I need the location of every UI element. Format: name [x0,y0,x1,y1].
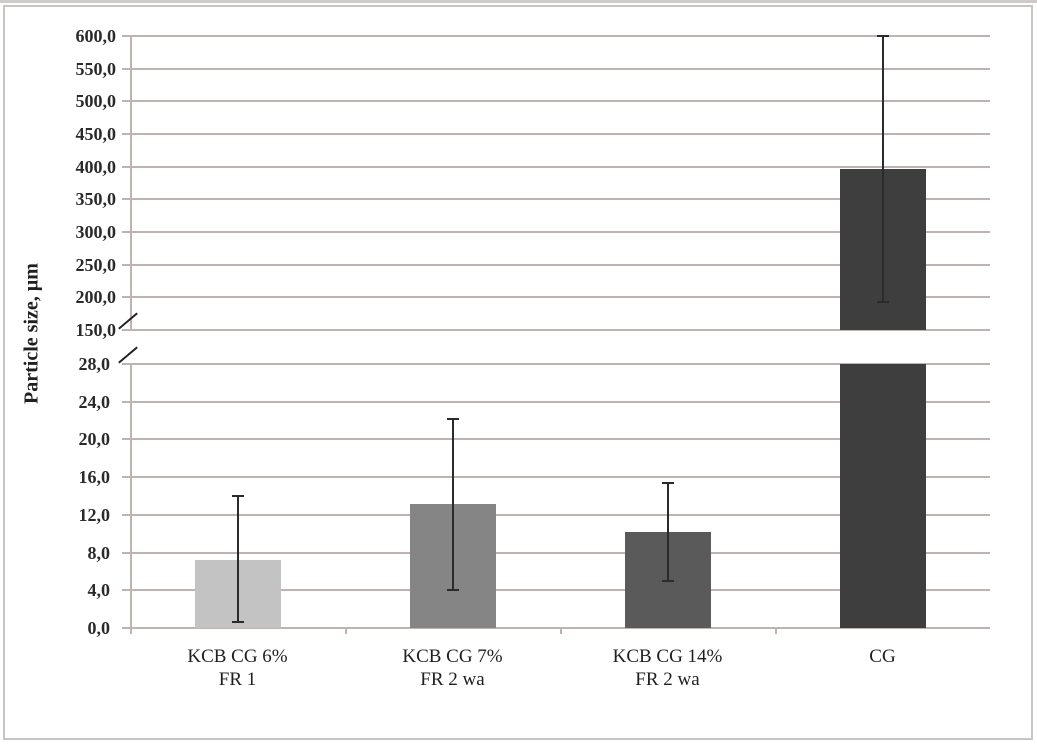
y-tick-label: 500,0 [75,91,117,112]
x-category-label: CG [803,645,963,691]
error-bar-cap [446,589,459,592]
y-tick-label: 4,0 [87,580,111,601]
top-border [0,0,1037,3]
gridline [122,551,990,554]
error-bar-cap [661,481,674,484]
gridline [122,100,990,103]
gridline [122,476,990,479]
y-tick-label: 16,0 [78,467,111,488]
y-tick-label: 12,0 [78,504,111,525]
gridline [122,329,990,331]
y-tick-label: 300,0 [75,222,117,242]
x-tick [345,628,347,634]
x-category-label: KCB CG 6% FR 1 [158,645,318,691]
y-tick-label: 200,0 [75,287,117,308]
y-tick-label: 550,0 [75,58,117,79]
x-category-label-line: KCB CG 6% [187,646,288,667]
error-bar [236,496,239,623]
y-tick-label: 250,0 [75,254,117,275]
gridline [122,133,990,135]
error-bar-cap [661,579,674,582]
x-tick [560,628,562,634]
y-tick-label: 600,0 [75,26,117,46]
gridline [122,513,990,516]
y-tick-label: 350,0 [75,189,117,210]
x-category-label-line: FR 1 [218,669,257,690]
x-category-label-line: FR 2 wa [420,669,485,690]
x-category-label-line: FR 2 wa [635,669,700,690]
error-bar-cap [231,495,244,497]
gridline [122,589,990,592]
x-category-label: KCB CG 14% FR 2 wa [588,645,748,691]
x-category-label-line: CG [869,646,896,667]
x-category-label-line: KCB CG 14% [612,646,723,667]
y-tick-label: 0,0 [87,618,111,638]
gridline [122,35,990,37]
x-category-label-line [803,668,963,691]
y-axis-lower [130,364,132,634]
y-tick-label: 20,0 [78,429,111,450]
x-tick [775,628,777,634]
bar-3-lower [839,364,926,628]
x-category-label-line: KCB CG 7% [402,646,503,667]
error-bar [881,36,884,302]
error-bar-cap [876,35,889,37]
gridline [122,67,990,70]
y-tick-label: 28,0 [78,354,111,374]
error-bar-cap [876,300,889,303]
gridline [122,438,990,441]
y-tick-label: 24,0 [78,391,111,412]
gridline [122,198,990,201]
y-tick-label: 8,0 [87,542,111,563]
error-bar-cap [446,417,459,420]
error-bar [666,482,669,581]
y-tick-label: 400,0 [75,156,117,177]
gridline [122,231,990,233]
y-tick-label: 450,0 [75,124,117,144]
gridline [122,263,990,266]
gridline [122,400,990,403]
y-axis-upper [130,36,132,330]
error-bar-cap [231,621,244,624]
gridline [122,627,990,629]
x-category-label: KCB CG 7% FR 2 wa [373,645,533,691]
y-tick-label: 150,0 [75,320,117,340]
gridline [122,363,990,365]
error-bar [451,418,454,591]
gridline [122,165,990,168]
gridline [122,296,990,299]
